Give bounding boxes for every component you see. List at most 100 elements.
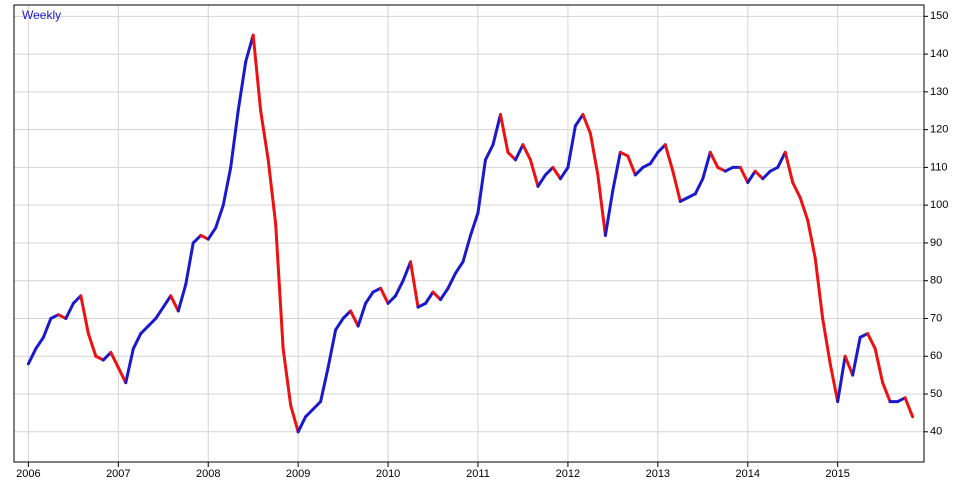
price-segment — [191, 233, 203, 245]
price-segment — [663, 143, 675, 173]
price-segment — [791, 181, 802, 200]
price-segment — [41, 316, 53, 339]
x-tick-label: 2012 — [556, 468, 580, 480]
price-segment — [656, 143, 667, 154]
price-segment — [319, 366, 330, 404]
price-segment — [693, 177, 705, 196]
price-segment — [603, 188, 615, 237]
price-segment — [349, 309, 360, 328]
y-tick-label: 50 — [930, 388, 942, 400]
price-segment — [304, 407, 315, 419]
price-segment — [513, 143, 525, 162]
price-segment — [146, 316, 158, 328]
price-segment — [588, 131, 600, 177]
price-segment — [573, 113, 585, 128]
price-segment — [746, 169, 757, 185]
price-segment — [274, 222, 285, 351]
price-segment — [86, 332, 98, 358]
price-segment — [626, 154, 637, 177]
price-segment — [311, 400, 323, 411]
price-segment — [521, 143, 532, 162]
price-segment — [813, 256, 825, 320]
price-segment — [124, 347, 135, 385]
x-tick-label: 2013 — [646, 468, 670, 480]
price-segment — [506, 150, 517, 162]
price-segment — [401, 260, 413, 283]
price-segment — [454, 260, 465, 275]
price-segment — [738, 165, 750, 185]
price-segment — [776, 150, 787, 169]
price-segment — [596, 173, 607, 237]
x-tick-label: 2010 — [376, 468, 400, 480]
price-segment — [386, 294, 398, 305]
price-segment — [431, 290, 442, 302]
price-segment — [161, 294, 173, 309]
price-segment — [903, 396, 915, 419]
price-segment — [483, 143, 495, 162]
price-segment — [851, 335, 862, 377]
price-segment — [558, 165, 570, 181]
y-tick-label: 150 — [930, 10, 948, 22]
price-segment — [753, 169, 765, 181]
price-segment — [229, 109, 240, 169]
price-segment — [498, 113, 510, 154]
price-segment — [551, 165, 562, 181]
price-segment — [461, 233, 473, 264]
price-segment — [26, 347, 38, 366]
price-segment — [139, 324, 150, 336]
price-segment — [798, 196, 810, 222]
price-segment — [881, 381, 892, 404]
price-segment — [154, 305, 165, 320]
price-segment — [761, 169, 772, 181]
y-tick-label: 130 — [930, 86, 948, 98]
price-segment — [469, 211, 480, 237]
price-segment — [169, 294, 180, 313]
price-segment — [438, 286, 450, 302]
x-tick-label: 2009 — [286, 468, 310, 480]
price-segment — [364, 290, 375, 305]
price-segment — [843, 354, 855, 377]
chart-title: Weekly — [22, 8, 61, 22]
y-tick-label: 100 — [930, 199, 948, 211]
price-segment — [79, 294, 90, 336]
price-segment — [176, 282, 188, 313]
x-tick-label: 2011 — [466, 468, 490, 480]
plot-frame — [13, 4, 925, 463]
price-segment — [528, 158, 540, 188]
price-segment — [873, 347, 885, 385]
price-segment — [543, 165, 555, 177]
price-segment — [446, 271, 458, 290]
price-segment — [611, 150, 622, 192]
x-tick-label: 2015 — [825, 468, 849, 480]
x-tick-label: 2014 — [736, 468, 760, 480]
y-tick-label: 40 — [930, 426, 942, 438]
price-segment — [326, 328, 338, 370]
price-segment — [783, 150, 795, 185]
price-segment — [184, 241, 195, 286]
price-segment — [296, 415, 308, 434]
x-tick-label: 2008 — [196, 468, 220, 480]
y-tick-label: 60 — [930, 350, 942, 362]
price-segment — [536, 173, 547, 188]
price-segment — [566, 124, 577, 169]
price-segment — [648, 150, 660, 166]
price-segment — [341, 309, 353, 320]
price-segment — [708, 150, 720, 169]
price-segment — [34, 335, 45, 351]
price-segment — [131, 332, 143, 351]
price-segment — [671, 169, 682, 203]
price-segment — [633, 165, 645, 177]
price-segment — [394, 279, 405, 298]
price-segment — [828, 362, 840, 404]
price-segment — [64, 301, 75, 320]
y-tick-label: 140 — [930, 48, 948, 60]
y-tick-label: 80 — [930, 275, 942, 287]
price-segment — [424, 290, 435, 305]
price-segment — [701, 150, 712, 181]
x-tick-label: 2007 — [106, 468, 130, 480]
price-segment — [491, 113, 502, 147]
y-tick-label: 120 — [930, 124, 948, 136]
price-segment — [214, 203, 225, 230]
price-segment — [221, 165, 233, 207]
